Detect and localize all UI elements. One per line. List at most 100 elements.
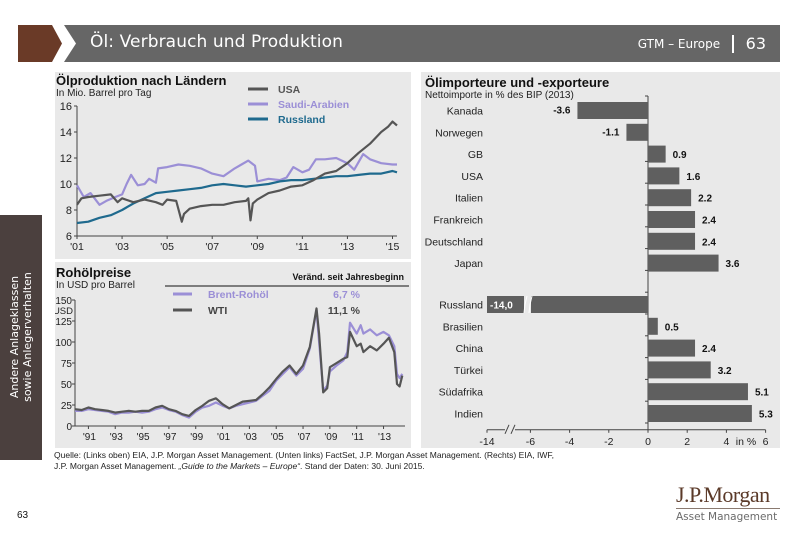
- x-tick-label: '07: [205, 241, 219, 253]
- bar: [648, 405, 752, 422]
- category-label: Indien: [454, 409, 483, 421]
- page-title: Öl: Verbrauch und Produktion: [90, 32, 343, 52]
- prices-chart-title: Rohölpreise: [56, 265, 132, 280]
- y-tick-label: 6: [66, 231, 72, 243]
- x-tick-label: 2: [684, 436, 690, 448]
- section-label: GTM – Europe: [637, 36, 721, 51]
- production-panel: [55, 72, 411, 259]
- production-line-chart: 6 8 10 12 14 16 '01 '03 '05 '07 '09 '11 '13 '15 USA Sau…: [60, 84, 400, 253]
- y-tick-label: 14: [60, 127, 72, 139]
- x-tick-label: '09: [324, 432, 337, 443]
- category-label: Kanada: [447, 106, 483, 118]
- header-page-number: 63: [745, 34, 766, 53]
- x-tick-label: '95: [137, 432, 150, 443]
- x-tick-label: '13: [341, 241, 355, 253]
- x-tick-label: -2: [604, 436, 613, 448]
- jpmorgan-logo: J.P.Morgan Asset Management: [676, 483, 786, 523]
- bar: [648, 167, 680, 185]
- x-tick-label: '07: [298, 432, 311, 443]
- y-tick-label: 100: [55, 338, 72, 349]
- category-label: GB: [468, 149, 483, 161]
- legend-header: Veränd. seit Jahresbeginn: [292, 272, 404, 282]
- y-tick-label: 10: [60, 179, 72, 191]
- x-tick-label: '03: [244, 432, 257, 443]
- category-label: Türkei: [454, 365, 483, 377]
- axis-break-mark: [504, 424, 510, 435]
- x-tick-label: -14: [479, 436, 494, 448]
- bar-break-mark: [523, 295, 528, 314]
- x-tick-label: 4: [723, 436, 729, 448]
- legend-ytd-change: 11,1 %: [328, 305, 361, 317]
- section-chevron-icon: [18, 25, 62, 62]
- bar-value-label: 5.1: [755, 388, 769, 399]
- importers-chart-title: Ölimporteure und -exporteure: [425, 75, 610, 90]
- x-tick-label: '01: [217, 432, 230, 443]
- x-tick-label: 6: [763, 436, 769, 448]
- source-line-1: Quelle: (Links oben) EIA, J.P. Morgan As…: [54, 450, 554, 460]
- bar-value-label: 0.5: [665, 322, 679, 333]
- series-line-wti: [74, 307, 404, 417]
- importers-chart-subtitle: Nettoimporte in % des BIP (2013): [425, 90, 574, 101]
- x-tick-label: 0: [645, 436, 651, 448]
- y-tick-label: 125: [55, 317, 72, 328]
- x-tick-label: '05: [271, 432, 284, 443]
- header-divider: [732, 34, 734, 53]
- source-publication: „Guide to the Markets – Europe“: [178, 461, 300, 471]
- bar-value-label: 0.9: [673, 150, 687, 161]
- bar-value-label: 2.4: [702, 216, 716, 227]
- y-tick-label: 25: [61, 401, 73, 412]
- side-tab[interactable]: [0, 215, 42, 460]
- bar-value-label: 2.2: [698, 194, 712, 205]
- footer-page-number: 63: [17, 510, 29, 521]
- series-line-russland: [76, 169, 398, 225]
- logo-wordmark: J.P.Morgan: [676, 482, 770, 507]
- x-tick-label: '03: [115, 241, 129, 253]
- category-label: Japan: [454, 258, 483, 270]
- side-tab-line-1: Andere Anlageklassen: [8, 275, 21, 399]
- category-label: Italien: [455, 193, 483, 205]
- bar-value-label: 3.6: [726, 259, 740, 270]
- y-tick-label: 8: [66, 205, 72, 217]
- bar-value-label: 2.4: [702, 344, 716, 355]
- side-tab-label: Andere Anlageklassen sowie Anlegerverhal…: [8, 272, 34, 402]
- y-tick-label: 50: [61, 380, 73, 391]
- source-line-2-suffix: . Stand der Daten: 30. Juni 2015.: [300, 461, 425, 471]
- bar: [648, 232, 696, 250]
- category-label: China: [456, 343, 484, 355]
- legend-label: USA: [278, 84, 301, 96]
- category-label: Deutschland: [425, 236, 484, 248]
- x-tick-label: '11: [352, 432, 365, 443]
- bar-value-label: 1.6: [686, 172, 700, 183]
- y-tick-label: 75: [61, 359, 73, 370]
- x-tick-label: -4: [565, 436, 574, 448]
- x-tick-label: -6: [526, 436, 535, 448]
- logo-rule: [676, 508, 780, 509]
- bar-value-label: -3.6: [553, 106, 571, 117]
- x-tick-label: '09: [250, 241, 264, 253]
- x-tick-label: '93: [110, 432, 123, 443]
- header-bar: [64, 25, 780, 62]
- series-line-usa: [76, 120, 398, 223]
- series-line-brent: [75, 308, 404, 419]
- x-tick-label: '15: [386, 241, 400, 253]
- production-chart-title: Ölproduktion nach Ländern: [56, 73, 227, 88]
- legend-label: Brent-Rohöl: [208, 289, 269, 301]
- y-unit-label: USD: [55, 306, 73, 317]
- bar-value-label: -1.1: [602, 127, 620, 138]
- y-tick-label: 150: [55, 296, 72, 307]
- y-tick-label: 16: [60, 101, 72, 113]
- bar: [648, 383, 748, 401]
- bar: [648, 317, 658, 335]
- bar-value-label: 5.3: [759, 410, 773, 421]
- bar: [648, 189, 692, 207]
- y-tick-label: 0: [66, 422, 72, 433]
- x-tick-label: '97: [163, 432, 176, 443]
- bar-value-label: -14,0: [490, 301, 513, 312]
- x-tick-label: '99: [190, 432, 203, 443]
- bar: [648, 211, 696, 228]
- bar-break-gap: [524, 295, 531, 314]
- series-line-saudi-arabien: [76, 152, 397, 206]
- legend-ytd-change: 6,7 %: [333, 289, 361, 301]
- category-label: Brasilien: [443, 321, 483, 333]
- source-line-2-prefix: J.P. Morgan Asset Management.: [54, 461, 179, 471]
